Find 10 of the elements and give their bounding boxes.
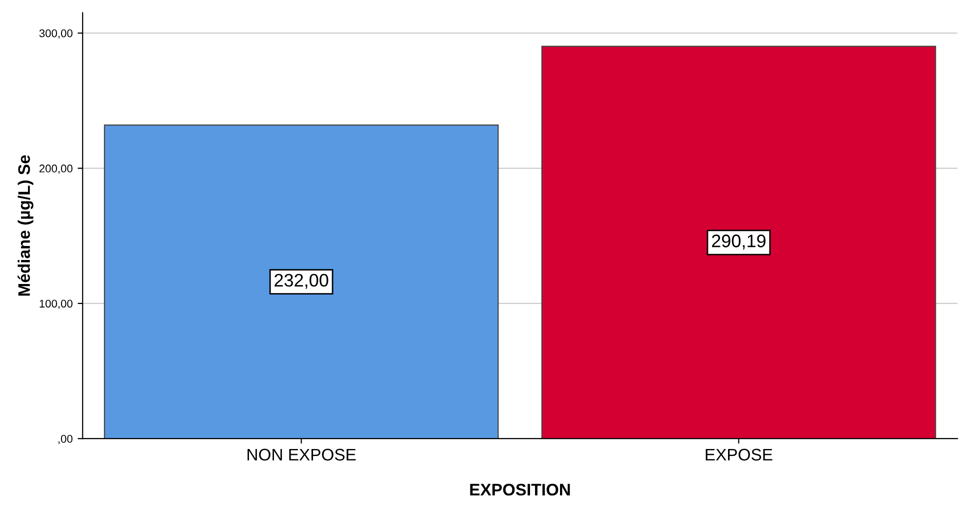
y-tick-label: 300,00 — [39, 29, 72, 39]
data-label: 290,19 — [712, 234, 766, 250]
data-label: 232,00 — [274, 274, 328, 289]
y-tick-label: 200,00 — [39, 164, 72, 174]
y-tick-label: 100,00 — [40, 300, 72, 309]
y-axis-title: Médiane (µg/L) Se — [18, 155, 34, 296]
y-tick-label: ,00 — [58, 434, 72, 444]
x-tick-label: EXPOSE — [706, 448, 772, 461]
x-tick-label: NON EXPOSE — [248, 448, 356, 461]
x-axis-title: EXPOSITION — [470, 484, 570, 496]
